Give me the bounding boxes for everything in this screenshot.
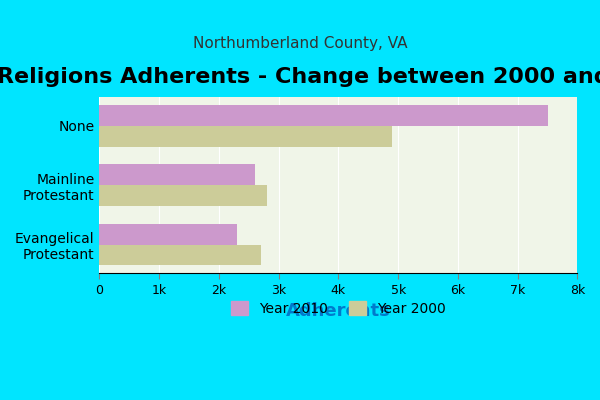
Bar [100, 244, 261, 265]
Text: Northumberland County, VA: Northumberland County, VA [193, 36, 407, 51]
Bar [100, 126, 392, 146]
Bar [100, 105, 548, 126]
Title: Religions Adherents - Change between 2000 and 2010: Religions Adherents - Change between 200… [0, 67, 600, 87]
Bar [100, 185, 267, 206]
Legend: Year 2010, Year 2000: Year 2010, Year 2000 [224, 294, 452, 323]
Bar [100, 164, 255, 185]
Bar [100, 224, 237, 244]
X-axis label: Adherents: Adherents [286, 302, 391, 320]
